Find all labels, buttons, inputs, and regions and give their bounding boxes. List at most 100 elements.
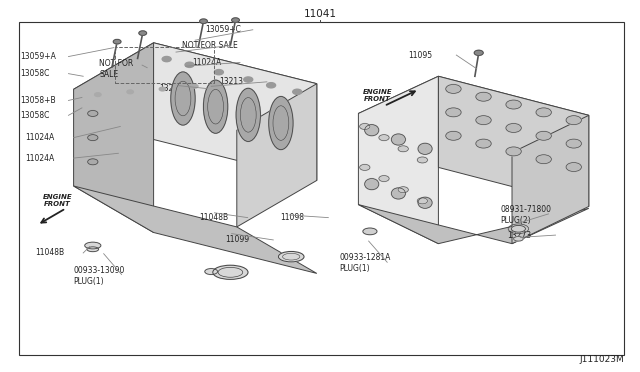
Ellipse shape — [392, 188, 406, 199]
Text: 13059+C: 13059+C — [205, 25, 241, 34]
Polygon shape — [74, 43, 154, 232]
Polygon shape — [237, 84, 317, 227]
Text: J111023M: J111023M — [579, 355, 624, 364]
Ellipse shape — [365, 179, 379, 190]
Polygon shape — [358, 76, 589, 153]
Text: 11098: 11098 — [280, 213, 305, 222]
Circle shape — [113, 39, 121, 44]
Text: 00933-1281A: 00933-1281A — [339, 253, 390, 262]
Text: 13212: 13212 — [159, 84, 182, 93]
Text: FRONT: FRONT — [44, 201, 71, 207]
Circle shape — [244, 77, 253, 82]
Text: 11024A: 11024A — [26, 154, 55, 163]
Circle shape — [127, 90, 133, 94]
Circle shape — [506, 124, 521, 132]
Text: 11048B: 11048B — [35, 248, 65, 257]
Circle shape — [191, 84, 198, 88]
Text: 11048B: 11048B — [200, 213, 229, 222]
Text: SALE: SALE — [99, 70, 118, 79]
Circle shape — [292, 89, 301, 94]
Text: ENGINE: ENGINE — [43, 194, 72, 200]
Ellipse shape — [514, 237, 524, 241]
Circle shape — [185, 62, 194, 67]
Circle shape — [566, 116, 581, 125]
Bar — [19, 22, 624, 355]
Circle shape — [536, 131, 552, 140]
Ellipse shape — [212, 265, 248, 279]
Circle shape — [417, 198, 428, 204]
Text: PLUG(1): PLUG(1) — [339, 264, 370, 273]
Circle shape — [139, 31, 147, 35]
Text: 13213: 13213 — [219, 77, 243, 86]
Text: 13059+A: 13059+A — [20, 52, 56, 61]
Ellipse shape — [418, 143, 432, 154]
Circle shape — [88, 135, 98, 141]
Ellipse shape — [204, 80, 228, 133]
Polygon shape — [358, 205, 589, 244]
Circle shape — [360, 124, 370, 129]
Circle shape — [88, 110, 98, 116]
Text: 11024A: 11024A — [26, 133, 55, 142]
Ellipse shape — [236, 88, 260, 141]
Circle shape — [536, 155, 552, 164]
Circle shape — [360, 164, 370, 170]
Circle shape — [536, 108, 552, 117]
Circle shape — [506, 147, 521, 156]
Circle shape — [445, 108, 461, 117]
Polygon shape — [74, 186, 317, 273]
Ellipse shape — [278, 251, 304, 262]
Ellipse shape — [87, 247, 99, 251]
Polygon shape — [74, 43, 317, 130]
Circle shape — [417, 157, 428, 163]
Ellipse shape — [269, 96, 293, 150]
Ellipse shape — [363, 228, 377, 235]
Text: ENGINE: ENGINE — [363, 89, 392, 95]
Ellipse shape — [365, 125, 379, 136]
Bar — [115, 46, 214, 83]
Circle shape — [379, 176, 389, 182]
Text: FRONT: FRONT — [364, 96, 391, 102]
Circle shape — [476, 92, 492, 101]
Text: 13273: 13273 — [508, 231, 532, 240]
Text: 13058+B: 13058+B — [20, 96, 56, 105]
Ellipse shape — [205, 269, 218, 275]
Ellipse shape — [392, 134, 406, 145]
Circle shape — [88, 159, 98, 165]
Polygon shape — [358, 76, 438, 244]
Text: 11024A: 11024A — [192, 58, 221, 67]
Ellipse shape — [171, 72, 195, 125]
Circle shape — [566, 139, 581, 148]
Text: 13058C: 13058C — [20, 111, 50, 120]
Circle shape — [159, 87, 166, 91]
Ellipse shape — [511, 225, 525, 232]
Circle shape — [566, 163, 581, 171]
Circle shape — [162, 57, 171, 62]
Circle shape — [214, 70, 223, 75]
Text: NOT FOR SALE: NOT FOR SALE — [182, 41, 238, 50]
Circle shape — [445, 131, 461, 140]
Circle shape — [474, 50, 483, 55]
Text: 08931-71800: 08931-71800 — [500, 205, 552, 214]
Circle shape — [232, 18, 239, 22]
Text: PLUG(2): PLUG(2) — [500, 216, 531, 225]
Circle shape — [476, 139, 492, 148]
Polygon shape — [512, 115, 589, 244]
Circle shape — [506, 100, 521, 109]
Circle shape — [398, 187, 408, 193]
Ellipse shape — [84, 242, 101, 249]
Circle shape — [267, 83, 276, 88]
Text: 11099: 11099 — [225, 235, 250, 244]
Circle shape — [476, 116, 492, 125]
Circle shape — [200, 19, 207, 23]
Text: 11041: 11041 — [303, 9, 337, 19]
Text: PLUG(1): PLUG(1) — [74, 277, 104, 286]
Circle shape — [445, 84, 461, 93]
Text: 00933-13090: 00933-13090 — [74, 266, 125, 275]
Text: 11095: 11095 — [408, 51, 433, 60]
Polygon shape — [154, 43, 317, 180]
Text: 13058C: 13058C — [20, 69, 50, 78]
Polygon shape — [438, 76, 589, 206]
Text: NOT FOR: NOT FOR — [99, 59, 134, 68]
Circle shape — [95, 93, 101, 96]
Ellipse shape — [418, 197, 432, 208]
